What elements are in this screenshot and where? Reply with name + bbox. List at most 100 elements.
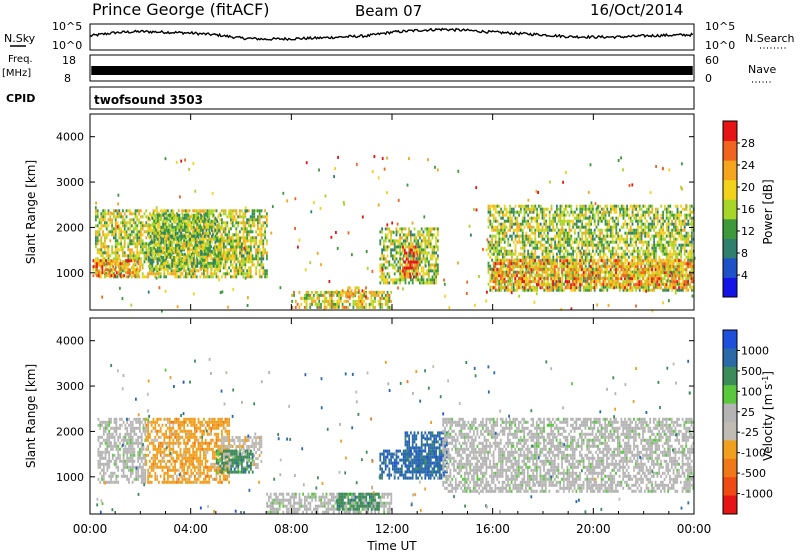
heatmap-cell: [221, 245, 223, 249]
heatmap-cell: [379, 281, 382, 285]
heatmap-cell: [257, 260, 259, 264]
heatmap-cell: [165, 209, 167, 213]
heatmap-cell: [557, 240, 560, 244]
heatmap-cell: [200, 249, 202, 253]
heatmap-cell: [561, 210, 564, 214]
heatmap-cell: [180, 246, 183, 250]
heatmap-cell: [658, 231, 661, 235]
heatmap-cell: [586, 246, 589, 250]
heatmap-cell: [260, 239, 263, 243]
heatmap-cell: [678, 231, 681, 235]
heatmap-cell: [550, 204, 553, 208]
heatmap-cell: [599, 282, 601, 286]
heatmap-cell: [420, 227, 423, 231]
heatmap-cell: [500, 240, 502, 244]
heatmap-cell: [192, 222, 195, 226]
heatmap-cell: [377, 293, 380, 297]
heatmap-cell: [239, 209, 241, 213]
heatmap-cell: [597, 222, 600, 226]
heatmap-cell: [402, 245, 404, 249]
heatmap-cell: [647, 252, 650, 256]
heatmap-cell: [393, 272, 396, 276]
heatmap-cell: [201, 258, 204, 262]
heatmap-cell: [574, 222, 576, 226]
heatmap-cell: [631, 210, 634, 214]
heatmap-cell: [246, 251, 249, 255]
heatmap-cell: [138, 221, 140, 225]
heatmap-cell: [107, 257, 110, 261]
heatmap-cell: [149, 261, 152, 265]
heatmap-cell: [664, 288, 666, 292]
heatmap-cell: [588, 261, 591, 265]
heatmap-cell: [676, 225, 679, 229]
heatmap-cell: [687, 243, 690, 247]
heatmap-cell: [334, 290, 337, 294]
heatmap-cell: [266, 224, 268, 228]
heatmap-cell: [437, 272, 439, 276]
heatmap-cell: [115, 259, 118, 263]
heatmap-cell: [543, 213, 546, 217]
heatmap-cell: [604, 216, 607, 220]
heatmap-cell: [250, 236, 252, 240]
heatmap-cell: [563, 210, 565, 214]
heatmap-cell: [224, 275, 227, 279]
heatmap-cell: [401, 269, 403, 273]
heatmap-cell: [491, 222, 493, 226]
heatmap-cell: [207, 261, 210, 265]
heatmap-cell: [545, 255, 547, 259]
heatmap-cell: [226, 236, 229, 240]
heatmap-cell: [156, 267, 159, 271]
heatmap-cell: [233, 224, 236, 228]
heatmap-cell: [293, 293, 295, 297]
heatmap-cell: [185, 240, 188, 244]
heatmap-cell: [393, 245, 396, 249]
heatmap-cell: [550, 240, 553, 244]
heatmap-cell: [103, 259, 106, 263]
heatmap-cell: [194, 264, 197, 268]
heatmap-cell: [624, 231, 627, 235]
heatmap-cell: [192, 234, 195, 238]
heatmap-cell: [379, 275, 382, 279]
heatmap-cell: [206, 212, 209, 216]
heatmap-cell: [429, 257, 432, 261]
heatmap-cell: [114, 266, 117, 270]
heatmap-cell: [132, 242, 135, 246]
heatmap-cell: [118, 236, 121, 240]
heatmap-cell: [606, 246, 609, 250]
heatmap-cell: [545, 288, 547, 292]
heatmap-cell: [215, 248, 218, 252]
heatmap-cell: [257, 224, 259, 228]
heatmap-cell: [420, 248, 423, 252]
heatmap-cell: [665, 264, 668, 268]
heatmap-cell: [588, 252, 591, 256]
heatmap-cell: [584, 249, 587, 253]
heatmap-cell: [583, 252, 585, 256]
heatmap-cell: [683, 228, 686, 232]
heatmap-cell: [581, 255, 583, 259]
heatmap-cell: [153, 213, 156, 217]
heatmap-cell: [224, 221, 227, 225]
heatmap-cell: [197, 230, 200, 234]
heatmap-cell: [429, 227, 432, 231]
heatmap-cell: [678, 216, 681, 220]
heatmap-cell: [165, 264, 168, 268]
heatmap-cell: [136, 245, 139, 249]
heatmap-cell: [626, 285, 628, 289]
heatmap-cell: [554, 234, 556, 238]
heatmap-cell: [595, 210, 598, 214]
heatmap-cell: [521, 237, 524, 241]
heatmap-cell: [194, 246, 197, 250]
heatmap-cell: [581, 213, 583, 217]
heatmap-cell: [411, 269, 413, 273]
heatmap-cell: [613, 255, 616, 259]
heatmap-cell: [615, 285, 618, 289]
heatmap-cell: [143, 212, 146, 216]
heatmap-cell: [356, 286, 358, 290]
heatmap-cell: [656, 210, 659, 214]
heatmap-cell: [384, 275, 387, 279]
heatmap-cell: [511, 255, 513, 259]
heatmap-cell: [221, 251, 223, 255]
heatmap-cell: [390, 233, 392, 237]
heatmap-cell: [665, 207, 668, 211]
heatmap-cell: [541, 264, 544, 268]
